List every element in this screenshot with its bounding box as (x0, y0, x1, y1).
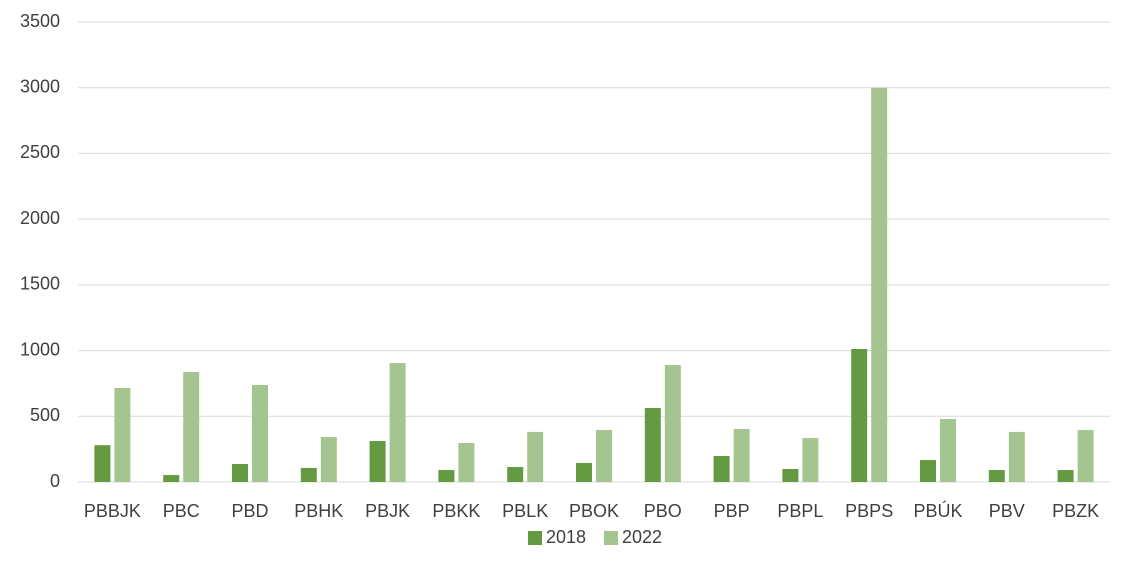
bar (596, 429, 612, 482)
bar (320, 437, 337, 482)
bar (183, 371, 200, 482)
bar (252, 385, 268, 482)
bar (1057, 470, 1074, 482)
y-tick-label: 500 (30, 405, 60, 425)
x-tick-label: PBPS (845, 501, 893, 521)
y-tick-label: 1000 (20, 339, 60, 359)
bar (644, 408, 661, 482)
y-tick-label: 3000 (20, 76, 60, 96)
x-tick-label: PBLK (502, 501, 548, 521)
bar (163, 475, 180, 482)
bar (507, 467, 524, 482)
bar (438, 470, 455, 482)
bar (664, 365, 681, 482)
bar (114, 388, 131, 482)
bar (988, 470, 1005, 482)
y-tick-label: 2000 (20, 208, 60, 228)
y-tick-label: 3500 (20, 11, 60, 31)
bar (527, 431, 544, 482)
bar (920, 460, 936, 482)
legend-swatch (528, 531, 542, 545)
legend-swatch (604, 531, 618, 545)
bar (458, 442, 475, 482)
bar (733, 429, 750, 482)
x-tick-label: PBZK (1052, 501, 1099, 521)
bar (576, 462, 592, 482)
bar (713, 455, 730, 482)
bar (802, 437, 819, 482)
bar (782, 468, 799, 482)
x-tick-label: PBHK (294, 501, 343, 521)
x-tick-label: PBV (989, 501, 1025, 521)
x-tick-label: PBKK (432, 501, 480, 521)
bar (1008, 431, 1025, 482)
bar (300, 467, 317, 482)
x-tick-label: PBOK (569, 501, 619, 521)
y-tick-label: 0 (50, 471, 60, 491)
x-tick-label: PBO (644, 501, 682, 521)
x-tick-label: PBBJK (84, 501, 141, 521)
bar (232, 463, 248, 482)
bar (940, 419, 956, 482)
x-tick-label: PBÚK (913, 500, 962, 521)
bar (389, 363, 406, 482)
y-tick-label: 2500 (20, 142, 60, 162)
x-tick-label: PBPL (777, 501, 823, 521)
legend-label: 2022 (622, 527, 662, 547)
x-tick-label: PBC (163, 501, 200, 521)
x-tick-label: PBD (231, 501, 268, 521)
y-tick-label: 1500 (20, 274, 60, 294)
bar (94, 445, 111, 482)
bar (871, 87, 888, 482)
legend-label: 2018 (546, 527, 586, 547)
x-tick-label: PBJK (365, 501, 410, 521)
x-tick-label: PBP (714, 501, 750, 521)
bar (369, 440, 386, 482)
bar (1077, 429, 1094, 482)
bar (851, 348, 868, 482)
